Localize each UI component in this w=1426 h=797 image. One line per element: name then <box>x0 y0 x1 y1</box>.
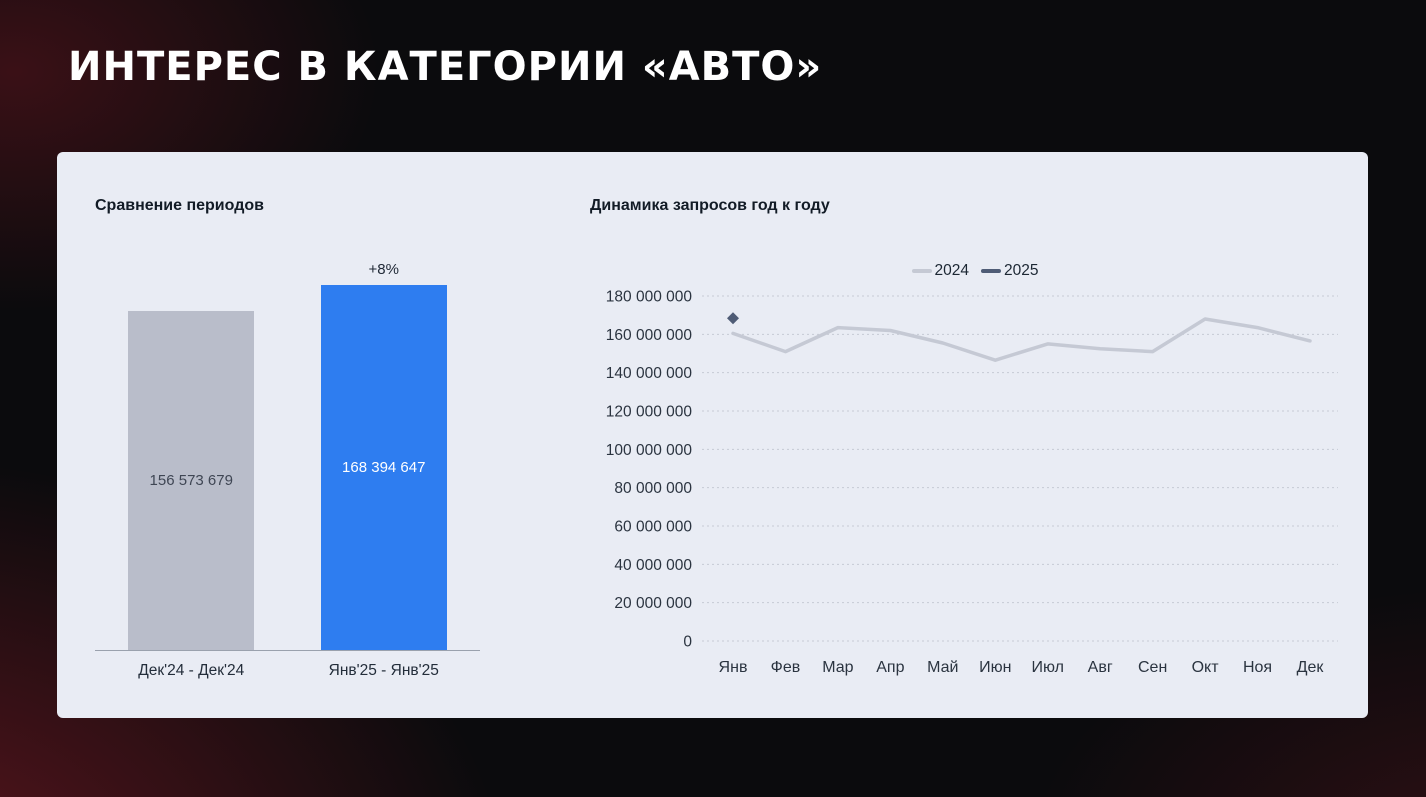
comparison-chart-title: Сравнение периодов <box>95 197 264 214</box>
y-axis-tick-label: 140 000 000 <box>606 365 693 382</box>
y-axis-tick-label: 180 000 000 <box>606 289 693 306</box>
x-axis-month-label: Мар <box>822 659 853 676</box>
series-marker-2025 <box>727 312 739 325</box>
bar-value-label: 156 573 679 <box>149 472 233 489</box>
line-chart-panel: Динамика запросов год к году 2024 2025 18… <box>590 197 1360 693</box>
y-axis-tick-label: 0 <box>683 634 692 651</box>
legend-dash-icon <box>911 269 932 273</box>
legend-item-2024: 2024 <box>911 262 969 280</box>
charts-card: Сравнение периодов 156 573 679 +8% 168 394… <box>57 152 1368 718</box>
bar-category-label: Янв'25 - Янв'25 <box>328 662 439 679</box>
bar-column: 156 573 679 <box>95 311 288 650</box>
y-axis-tick-label: 120 000 000 <box>606 404 693 421</box>
x-axis-month-label: Авг <box>1088 659 1113 676</box>
x-axis-month-label: Апр <box>876 659 904 676</box>
legend-dash-icon <box>981 269 1001 273</box>
bar-value-label: 168 394 647 <box>342 459 426 476</box>
legend-item-2025: 2025 <box>981 262 1038 280</box>
bar-chart-category-labels: Дек'24 - Дек'24 Янв'25 - Янв'25 <box>95 662 480 680</box>
comparison-chart-panel: Сравнение периодов 156 573 679 +8% 168 394… <box>95 197 480 680</box>
bar-chart-plot: 156 573 679 +8% 168 394 647 <box>95 247 480 651</box>
x-axis-month-label: Дек <box>1297 659 1325 676</box>
series-line-2024 <box>731 317 1312 362</box>
bar: 156 573 679 <box>128 311 255 650</box>
bar-delta-label: +8% <box>368 261 399 278</box>
x-axis-month-label: Июн <box>979 659 1011 676</box>
x-axis-month-label: Фев <box>771 659 801 676</box>
bar-category-label: Дек'24 - Дек'24 <box>138 662 245 679</box>
line-chart-legend: 2024 2025 <box>590 261 1360 281</box>
page-title: ИНТЕРЕС В КАТЕГОРИИ «АВТО» <box>68 44 823 90</box>
y-axis-tick-label: 60 000 000 <box>614 519 692 536</box>
y-axis-tick-label: 100 000 000 <box>606 442 693 459</box>
x-axis-month-label: Окт <box>1192 659 1220 676</box>
y-axis-tick-label: 20 000 000 <box>614 595 692 612</box>
x-axis-month-label: Июл <box>1031 659 1063 676</box>
y-axis-tick-label: 80 000 000 <box>614 480 692 497</box>
bar: 168 394 647 <box>320 285 447 650</box>
x-axis-month-label: Янв <box>719 659 748 676</box>
legend-label: 2025 <box>1004 262 1039 279</box>
y-axis-tick-label: 160 000 000 <box>606 327 693 344</box>
x-axis-month-label: Сен <box>1138 659 1167 676</box>
x-axis-month-label: Май <box>927 659 958 676</box>
y-axis-tick-label: 40 000 000 <box>614 557 692 574</box>
line-chart-plot: 180 000 000 160 000 000 140 000 000 120 000… <box>606 289 1338 676</box>
line-chart-title: Динамика запросов год к году <box>590 197 830 214</box>
x-axis-month-label: Ноя <box>1243 659 1272 676</box>
bar-column: +8% 168 394 647 <box>288 261 481 650</box>
legend-label: 2024 <box>934 262 969 279</box>
